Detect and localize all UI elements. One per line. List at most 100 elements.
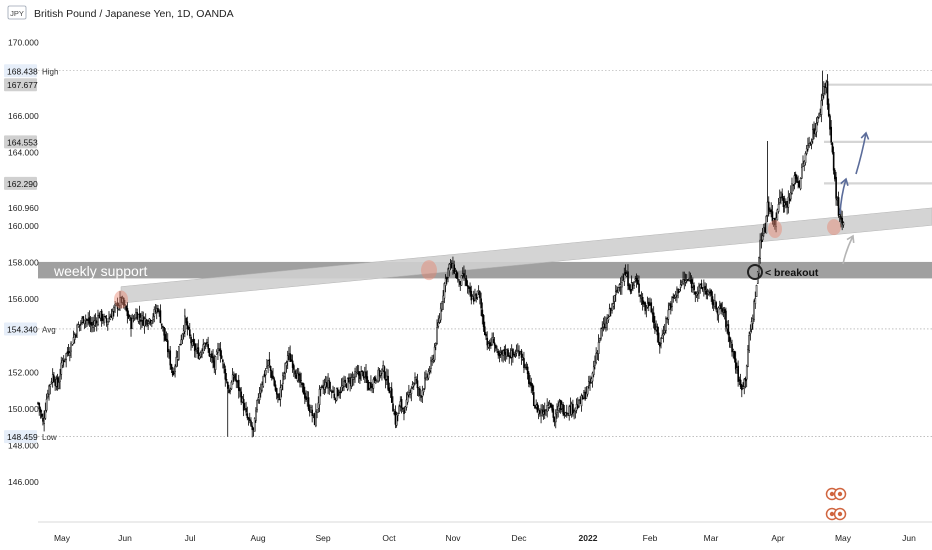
candle-body <box>242 399 245 411</box>
candle-body <box>601 327 604 329</box>
candle-body <box>268 359 271 366</box>
candle-body <box>705 290 708 295</box>
candle-body <box>775 217 777 227</box>
candle-body <box>125 305 127 311</box>
candle-body <box>741 385 743 391</box>
candle-body <box>370 382 372 389</box>
candle-body <box>80 322 82 325</box>
candle-body <box>442 295 444 303</box>
candle-body <box>180 339 183 345</box>
candle-body <box>250 420 252 426</box>
price-marker-label: 168.438 <box>7 66 38 76</box>
candle-body <box>526 366 529 375</box>
candle-body <box>392 403 394 412</box>
candle-body <box>771 211 774 222</box>
candle-body <box>72 337 75 344</box>
candle-body <box>193 343 196 352</box>
candle-body <box>239 388 241 392</box>
candle-body <box>108 318 110 322</box>
candle-body <box>86 319 88 321</box>
x-axis[interactable]: May Jun Jul Aug Sep Oct Nov Dec 2022 Feb Mar Apr May… <box>38 521 932 543</box>
price-marker-box-2 <box>4 135 37 149</box>
candle-body <box>681 280 683 283</box>
candle-body <box>540 409 542 416</box>
candle-body <box>437 322 440 327</box>
candle-body <box>782 198 785 207</box>
candle-body <box>422 388 425 393</box>
candle-body <box>267 360 269 366</box>
candle-body <box>179 343 181 346</box>
candle-body <box>258 393 261 401</box>
y-axis[interactable]: 170.000 166.000 164.000 160.960 160.000 158.0… <box>4 38 58 488</box>
candle-body <box>371 386 374 388</box>
candle-body <box>708 291 710 295</box>
candle-body <box>187 326 190 329</box>
y-tick-label: 156.000 <box>8 294 39 304</box>
candle-body <box>766 201 769 216</box>
candle-body <box>264 369 267 376</box>
candle-body <box>733 350 736 360</box>
candle-body <box>432 358 435 361</box>
candle-body <box>126 308 129 317</box>
candle-body <box>388 387 391 393</box>
candle-body <box>578 399 580 407</box>
candle-body <box>825 81 828 88</box>
candle-body <box>712 302 715 306</box>
candle-body <box>140 319 142 322</box>
candle-body <box>648 301 650 307</box>
candle-body <box>734 358 737 370</box>
candle-body <box>322 386 325 389</box>
support-bands: weekly support <box>38 207 932 304</box>
candle-body <box>42 417 44 422</box>
candle-body <box>630 282 633 290</box>
candle-body <box>742 386 744 389</box>
candle-body <box>610 308 612 311</box>
candle-body <box>319 386 322 390</box>
candle-body <box>155 308 158 313</box>
candle-body <box>747 349 749 367</box>
price-marker-label: 148.459 <box>7 432 38 442</box>
candle-body <box>468 286 470 289</box>
candle-body <box>781 193 784 199</box>
candle-body <box>51 374 54 383</box>
candle-body <box>580 395 583 407</box>
price-marker-label: 164.553 <box>7 137 38 147</box>
candle-body <box>688 277 691 280</box>
candle-body <box>190 336 192 344</box>
candle-body <box>574 407 577 412</box>
candle-body <box>220 355 223 359</box>
coin-dot-2 <box>829 511 835 517</box>
candle-body <box>275 388 278 395</box>
price-marker-box-0 <box>4 64 37 78</box>
candle-body <box>361 370 364 372</box>
candle-body <box>629 289 632 292</box>
candle-body <box>475 293 478 299</box>
candle-body <box>623 274 626 282</box>
candle-body <box>717 307 720 316</box>
candle-body <box>231 374 234 385</box>
candle-body <box>399 401 402 407</box>
candle-body <box>597 342 600 354</box>
candle-body <box>646 303 649 308</box>
candle-body <box>338 393 340 396</box>
candle-body <box>671 297 673 307</box>
candle-body <box>81 318 83 323</box>
candle-body <box>651 312 654 315</box>
candle-body <box>201 350 203 355</box>
candle-body <box>191 341 194 346</box>
weekly-support-label: weekly support <box>53 263 147 279</box>
candle-body <box>335 388 338 401</box>
candle-body <box>765 215 768 234</box>
candle-body <box>189 329 191 337</box>
candle-body <box>550 402 552 408</box>
price-marker-box-5 <box>4 430 37 444</box>
candle-body <box>618 284 621 288</box>
candle-body <box>431 359 433 363</box>
candle-body <box>787 196 790 208</box>
candle-body <box>715 302 717 310</box>
candle-body <box>564 412 567 416</box>
candle-body <box>288 353 290 355</box>
candle-body <box>182 330 185 334</box>
candle-body <box>170 364 173 370</box>
